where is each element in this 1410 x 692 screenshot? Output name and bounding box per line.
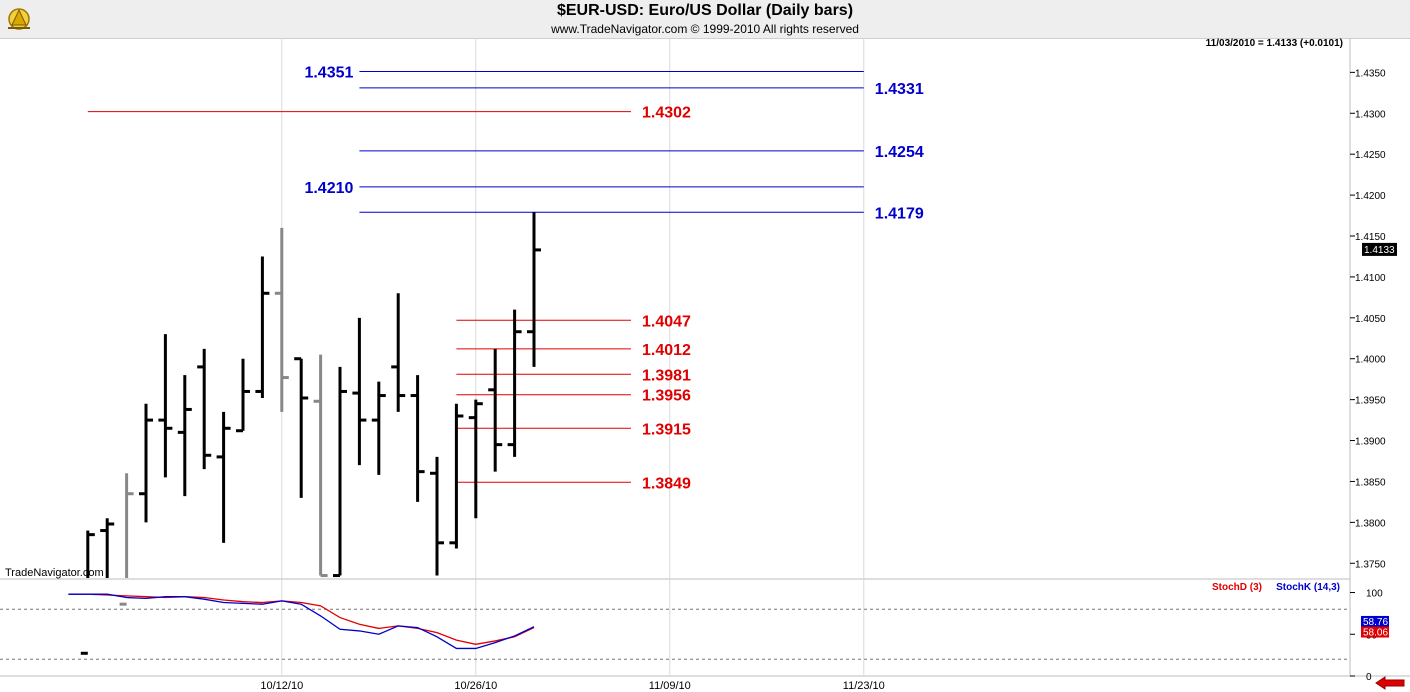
price-tick-label: 1.3850	[1355, 477, 1386, 488]
level-label: 1.4351	[304, 65, 353, 82]
price-tick-label: 1.3950	[1355, 396, 1386, 407]
price-tick-label: 1.4050	[1355, 314, 1386, 325]
last-price-marker	[1362, 242, 1397, 256]
level-label: 1.4254	[875, 144, 924, 161]
stoch-tick-label: 100	[1366, 589, 1383, 600]
level-label: 1.3981	[642, 367, 691, 384]
copyright-notice: www.TradeNavigator.com © 1999-2010 All r…	[551, 22, 859, 36]
price-tick-label: 1.3900	[1355, 437, 1386, 448]
date-tick-label: 10/26/10	[454, 680, 497, 692]
price-chart: 10/12/10 10/26/10 11/09/10 11/23/10 1.3750 1.…	[0, 38, 1410, 692]
stoch-d-value: 58.06	[1363, 628, 1388, 639]
stoch-d-line	[68, 593, 535, 645]
price-tick-label: 1.4350	[1355, 68, 1386, 79]
level-label: 1.4012	[642, 342, 691, 359]
date-tick-label: 11/23/10	[843, 680, 885, 692]
chart-title: $EUR-USD: Euro/US Dollar (Daily bars)	[556, 2, 854, 19]
stoch-k-value: 58.76	[1363, 617, 1388, 628]
price-tick-label: 1.3750	[1355, 559, 1386, 570]
trade-navigator-logo-icon	[8, 8, 30, 30]
price-tick-label: 1.4300	[1355, 109, 1386, 120]
level-label: 1.3915	[642, 421, 691, 438]
quote-readout: 11/03/2010 = 1.4133 (+0.0101)	[1206, 38, 1343, 49]
stoch-k-line	[68, 593, 535, 650]
price-tick-label: 1.3800	[1355, 518, 1386, 529]
level-label: 1.4302	[642, 105, 691, 122]
level-label: 1.3849	[642, 475, 691, 492]
date-tick-label: 10/12/10	[260, 680, 303, 692]
price-tick-label: 1.4200	[1355, 191, 1386, 202]
stoch-k-legend: StochK (14,3)	[1276, 582, 1340, 593]
stoch-tick-label: 0	[1366, 672, 1372, 683]
price-tick-label: 1.4100	[1355, 273, 1386, 284]
stoch-k-value-box	[1361, 615, 1389, 627]
chart-header: $EUR-USD: Euro/US Dollar (Daily bars) ww…	[0, 0, 1410, 39]
watermark: TradeNavigator.com	[5, 567, 104, 579]
level-label: 1.4210	[304, 180, 353, 197]
level-label: 1.4047	[642, 313, 691, 330]
stoch-d-value-box	[1361, 626, 1389, 638]
price-tick-label: 1.4150	[1355, 232, 1386, 243]
level-label: 1.4179	[875, 205, 924, 222]
last-price-label: 1.4133	[1364, 245, 1395, 256]
scroll-left-arrow-icon[interactable]	[1375, 676, 1405, 690]
level-label: 1.4331	[875, 81, 924, 98]
stoch-d-legend: StochD (3)	[1212, 582, 1262, 593]
price-tick-label: 1.4000	[1355, 355, 1386, 366]
date-tick-label: 11/09/10	[649, 680, 691, 692]
price-tick-label: 1.4250	[1355, 150, 1386, 161]
level-label: 1.3956	[642, 388, 691, 405]
